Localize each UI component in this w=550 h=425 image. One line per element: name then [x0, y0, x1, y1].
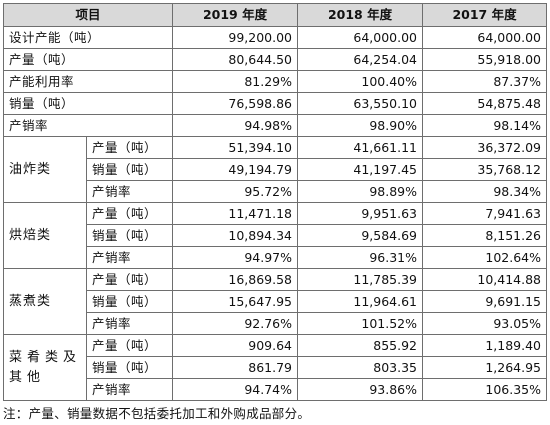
cell-2017: 54,875.48: [422, 92, 548, 115]
cell-2018: 64,000.00: [297, 26, 424, 49]
header-2018: 2018 年度: [297, 3, 424, 27]
footnote: 注：产量、销量数据不包括委托加工和外购成品部分。: [3, 406, 311, 421]
table-header-row: 项目 2019 年度 2018 年度 2017 年度: [2, 3, 548, 27]
row-label: 产销率: [85, 378, 174, 401]
cell-2017: 98.14%: [422, 114, 548, 137]
table-row: 产能利用率 81.29% 100.40% 87.37%: [2, 70, 548, 93]
row-label: 产能利用率: [2, 70, 174, 93]
cell-2019: 81.29%: [172, 70, 299, 93]
table-row: 产销率 94.74% 93.86% 106.35%: [4, 378, 548, 401]
row-label: 产量（吨）: [85, 334, 174, 357]
cell-2019: 95.72%: [172, 180, 299, 203]
cell-2018: 96.31%: [297, 246, 424, 269]
row-label: 销量（吨）: [2, 92, 174, 115]
row-label: 销量（吨）: [85, 224, 174, 247]
header-2019: 2019 年度: [172, 3, 299, 27]
cell-2019: 94.97%: [172, 246, 299, 269]
cell-2017: 35,768.12: [422, 158, 548, 181]
row-label: 产量（吨）: [85, 202, 174, 225]
cell-2017: 7,941.63: [422, 202, 548, 225]
row-label: 产量（吨）: [2, 48, 174, 71]
cell-2018: 93.86%: [297, 378, 424, 401]
group-label-dishes-other: 菜肴类及其他: [3, 334, 87, 401]
table-row: 销量（吨） 861.79 803.35 1,264.95: [4, 356, 548, 379]
table-row: 蒸煮类 产量（吨） 16,869.58 11,785.39 10,414.88: [3, 268, 548, 335]
table-row: 销量（吨） 15,647.95 11,964.61 9,691.15: [4, 290, 548, 313]
cell-2018: 64,254.04: [297, 48, 424, 71]
cell-2018: 100.40%: [297, 70, 424, 93]
table-row: 烘焙类 产量（吨） 11,471.18 9,951.63 7,941.63: [3, 202, 548, 269]
row-label: 产量（吨）: [85, 136, 174, 159]
table-row: 产销率 92.76% 101.52% 93.05%: [4, 312, 548, 335]
table-row: 销量（吨） 10,894.34 9,584.69 8,151.26: [4, 224, 548, 247]
cell-2017: 1,189.40: [422, 334, 548, 357]
row-label: 产销率: [85, 312, 174, 335]
row-label: 销量（吨）: [85, 356, 174, 379]
cell-2019: 10,894.34: [172, 224, 299, 247]
group-label-fried: 油炸类: [3, 136, 87, 203]
row-label: 产销率: [85, 180, 174, 203]
cell-2019: 94.74%: [172, 378, 299, 401]
cell-2017: 93.05%: [422, 312, 548, 335]
cell-2019: 80,644.50: [172, 48, 299, 71]
table-row: 产量（吨） 80,644.50 64,254.04 55,918.00: [2, 48, 548, 71]
cell-2019: 51,394.10: [172, 136, 299, 159]
cell-2018: 101.52%: [297, 312, 424, 335]
cell-2017: 106.35%: [422, 378, 548, 401]
cell-2019: 92.76%: [172, 312, 299, 335]
row-label: 产量（吨）: [85, 268, 174, 291]
cell-2018: 9,584.69: [297, 224, 424, 247]
cell-2019: 99,200.00: [172, 26, 299, 49]
cell-2019: 861.79: [172, 356, 299, 379]
cell-2017: 1,264.95: [422, 356, 548, 379]
row-label: 产销率: [2, 114, 174, 137]
cell-2018: 11,964.61: [297, 290, 424, 313]
group-label-steamed: 蒸煮类: [3, 268, 87, 335]
cell-2018: 855.92: [297, 334, 424, 357]
cell-2017: 36,372.09: [422, 136, 548, 159]
cell-2018: 41,197.45: [297, 158, 424, 181]
cell-2019: 49,194.79: [172, 158, 299, 181]
cell-2017: 64,000.00: [422, 26, 548, 49]
cell-2018: 803.35: [297, 356, 424, 379]
table-row: 设计产能（吨） 99,200.00 64,000.00 64,000.00: [2, 26, 548, 49]
cell-2019: 94.98%: [172, 114, 299, 137]
cell-2017: 55,918.00: [422, 48, 548, 71]
cell-2019: 15,647.95: [172, 290, 299, 313]
row-label: 产销率: [85, 246, 174, 269]
table-row: 油炸类 产量（吨） 51,394.10 41,661.11 36,372.09: [3, 136, 548, 203]
header-2017: 2017 年度: [422, 3, 548, 27]
cell-2018: 41,661.11: [297, 136, 424, 159]
cell-2017: 9,691.15: [422, 290, 548, 313]
cell-2018: 98.90%: [297, 114, 424, 137]
cell-2018: 9,951.63: [297, 202, 424, 225]
row-label: 销量（吨）: [85, 158, 174, 181]
production-sales-table: 项目 2019 年度 2018 年度 2017 年度 设计产能（吨） 99,20…: [2, 3, 548, 401]
cell-2017: 10,414.88: [422, 268, 548, 291]
header-item: 项目: [2, 3, 174, 27]
cell-2018: 98.89%: [297, 180, 424, 203]
cell-2019: 11,471.18: [172, 202, 299, 225]
cell-2019: 76,598.86: [172, 92, 299, 115]
cell-2017: 102.64%: [422, 246, 548, 269]
cell-2018: 11,785.39: [297, 268, 424, 291]
cell-2017: 98.34%: [422, 180, 548, 203]
cell-2017: 87.37%: [422, 70, 548, 93]
table-row: 产销率 94.97% 96.31% 102.64%: [4, 246, 548, 269]
cell-2018: 63,550.10: [297, 92, 424, 115]
group-label-baked: 烘焙类: [3, 202, 87, 269]
row-label: 销量（吨）: [85, 290, 174, 313]
table-row: 产销率 94.98% 98.90% 98.14%: [2, 114, 548, 137]
cell-2019: 909.64: [172, 334, 299, 357]
table-row: 菜肴类及其他 产量（吨） 909.64 855.92 1,189.40: [3, 334, 548, 401]
table-row: 销量（吨） 76,598.86 63,550.10 54,875.48: [2, 92, 548, 115]
cell-2017: 8,151.26: [422, 224, 548, 247]
cell-2019: 16,869.58: [172, 268, 299, 291]
row-label: 设计产能（吨）: [2, 26, 174, 49]
